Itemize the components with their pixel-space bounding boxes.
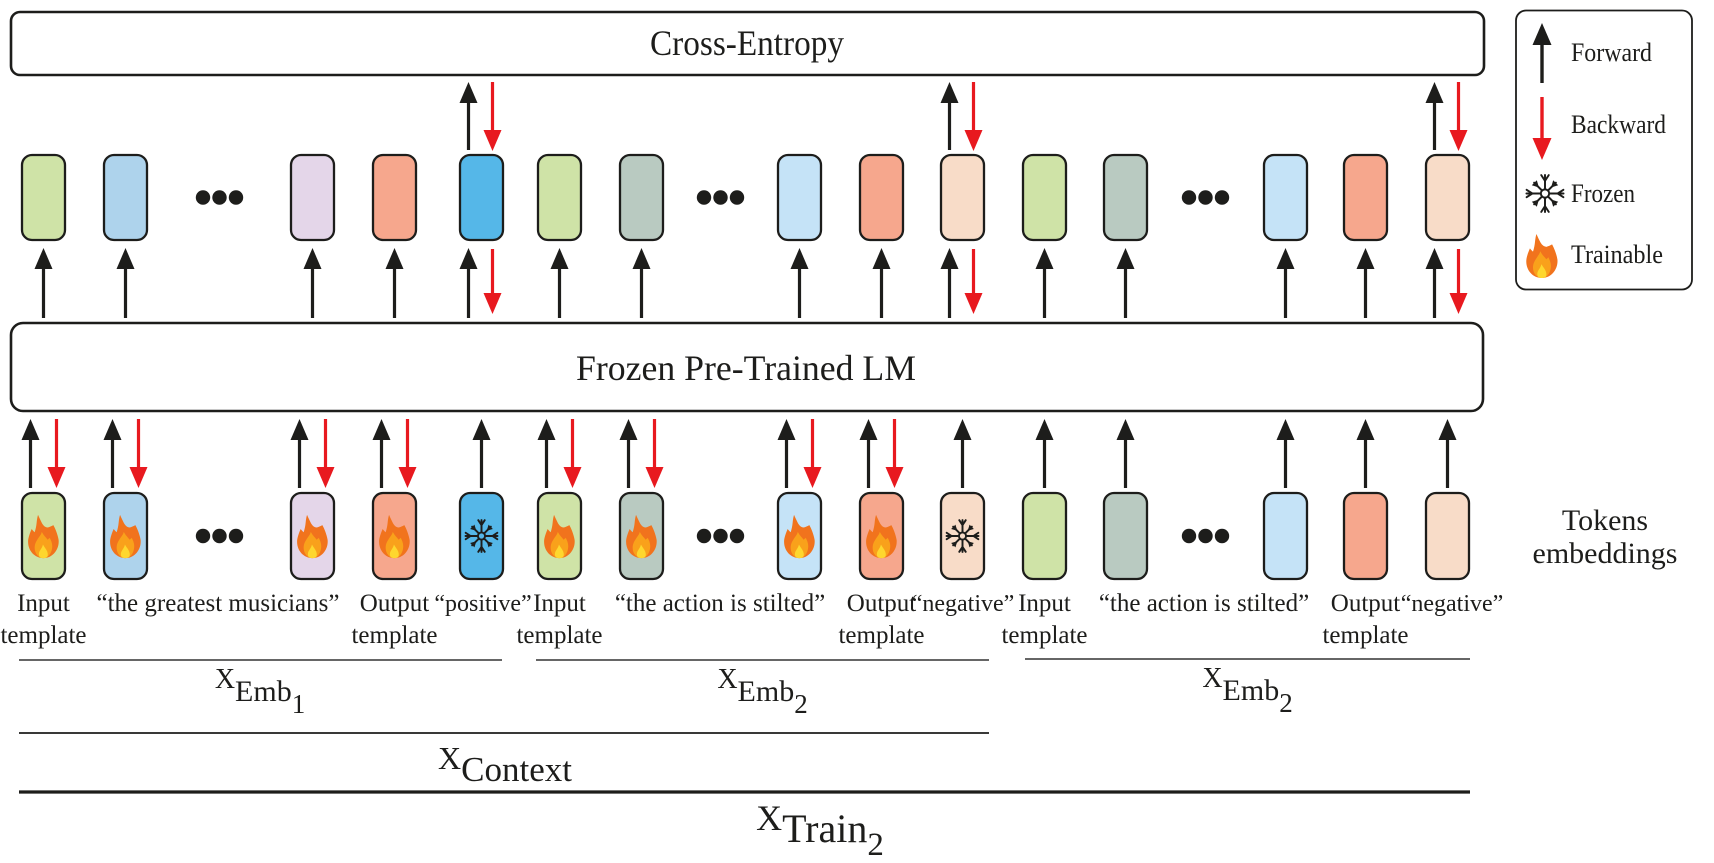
svg-text:Output: Output	[1331, 590, 1401, 617]
svg-text:Forward: Forward	[1571, 38, 1652, 67]
svg-text:X: X	[756, 798, 782, 838]
svg-text:“negative”: “negative”	[912, 591, 1015, 617]
svg-text:Trainable: Trainable	[1571, 240, 1663, 269]
svg-text:Input: Input	[1018, 590, 1071, 617]
svg-text:Train: Train	[782, 806, 867, 851]
svg-text:Cross-Entropy: Cross-Entropy	[650, 23, 844, 63]
svg-text:Backward: Backward	[1571, 110, 1666, 139]
svg-text:template: template	[838, 622, 924, 649]
svg-text:“the action is stilted”: “the action is stilted”	[1099, 590, 1309, 617]
svg-text:2: 2	[1279, 688, 1293, 718]
svg-text:Emb: Emb	[1223, 674, 1280, 707]
svg-text:Input: Input	[17, 590, 70, 617]
svg-text:1: 1	[292, 689, 306, 719]
svg-text:template: template	[0, 622, 86, 649]
svg-text:2: 2	[794, 689, 808, 719]
svg-text:X: X	[438, 740, 461, 776]
svg-text:Frozen Pre-Trained LM: Frozen Pre-Trained LM	[576, 348, 916, 388]
svg-text:Emb: Emb	[235, 675, 292, 708]
svg-text:Emb: Emb	[738, 675, 795, 708]
svg-text:Context: Context	[461, 750, 572, 789]
svg-text:template: template	[351, 622, 437, 649]
svg-text:“the action is stilted”: “the action is stilted”	[615, 590, 825, 617]
svg-text:Output: Output	[847, 590, 917, 617]
svg-text:“negative”: “negative”	[1401, 591, 1504, 617]
svg-text:X: X	[215, 664, 235, 695]
svg-text:Output: Output	[360, 590, 430, 617]
svg-text:embeddings: embeddings	[1533, 537, 1678, 570]
svg-text:Frozen: Frozen	[1571, 179, 1635, 208]
svg-text:template: template	[516, 622, 602, 649]
svg-text:X: X	[1202, 663, 1222, 694]
svg-text:“the greatest musicians”: “the greatest musicians”	[97, 590, 340, 617]
svg-text:template: template	[1322, 622, 1408, 649]
svg-text:2: 2	[867, 827, 884, 863]
svg-text:template: template	[1001, 622, 1087, 649]
svg-text:Input: Input	[533, 590, 586, 617]
svg-text:Tokens: Tokens	[1562, 504, 1648, 537]
svg-text:X: X	[717, 664, 737, 695]
svg-text:“positive”: “positive”	[434, 591, 531, 617]
